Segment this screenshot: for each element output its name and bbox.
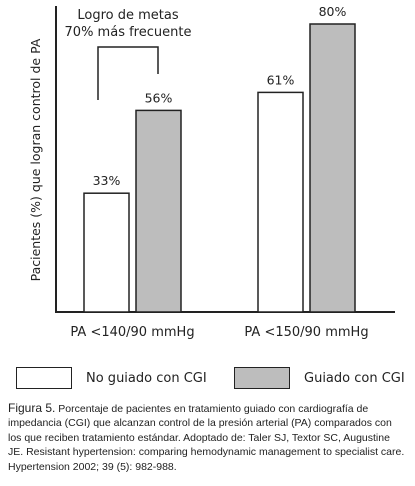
legend-label-no-guiado: No guiado con CGI [86,370,207,386]
category-label-1: PA <140/90 mmHg [70,325,194,340]
figure-caption: Figura 5. Porcentaje de pacientes en tra… [8,401,408,474]
y-axis-label: Pacientes (%) que logran control de PA [28,38,43,281]
bar-guiado-2 [309,23,356,313]
category-label-2: PA <150/90 mmHg [244,325,368,340]
data-label-no-guiado-1: 33% [93,173,121,188]
bar-no-guiado-2 [257,91,304,313]
annotation-line-1: Logro de metas [77,8,178,23]
legend-swatch-guiado [234,367,290,389]
data-label-guiado-2: 80% [319,4,347,19]
bar-no-guiado-1 [83,192,130,313]
significance-annotation: Logro de metas 70% más frecuente [65,8,192,100]
bar-chart: Pacientes (%) que logran control de PA 3… [28,4,395,340]
annotation-bracket [97,46,159,100]
data-label-no-guiado-2: 61% [267,72,295,87]
data-label-guiado-1: 56% [145,90,173,105]
annotation-line-2: 70% más frecuente [65,25,192,40]
legend-item-guiado: Guiado con CGI [234,366,405,390]
legend-label-guiado: Guiado con CGI [304,370,405,386]
figure-label: Figura 5. [8,401,56,415]
legend-item-no-guiado: No guiado con CGI [16,366,207,390]
legend-swatch-no-guiado [16,367,72,389]
caption-text: Porcentaje de pacientes en tratamiento g… [8,403,405,473]
bar-guiado-1 [135,109,182,313]
